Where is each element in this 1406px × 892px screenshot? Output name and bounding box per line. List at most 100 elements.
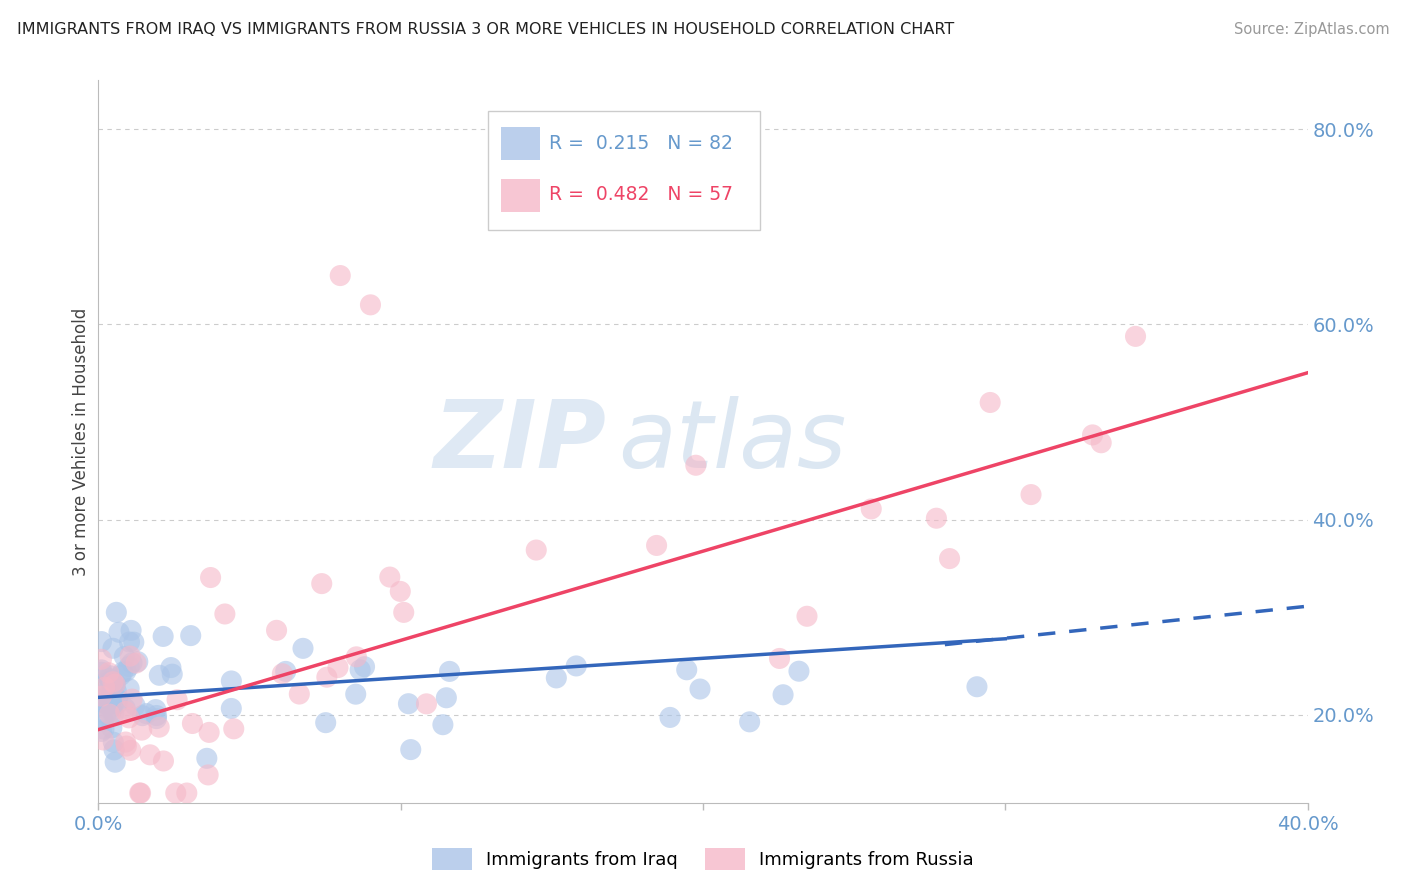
Text: atlas: atlas — [619, 396, 846, 487]
Point — [131, 723, 153, 738]
Point — [966, 680, 988, 694]
Point — [292, 641, 315, 656]
Point — [392, 606, 415, 620]
Point — [90, 692, 112, 706]
Point — [90, 724, 112, 739]
Point — [118, 659, 141, 673]
Point — [128, 786, 150, 800]
Point — [129, 786, 152, 800]
Point — [94, 690, 117, 705]
Point — [1019, 487, 1042, 501]
Point — [271, 666, 294, 681]
Point — [118, 711, 141, 725]
Point — [139, 747, 162, 762]
Point — [221, 673, 243, 688]
Point — [96, 706, 118, 721]
Point — [93, 680, 115, 694]
Point — [145, 708, 167, 723]
Point — [546, 671, 568, 685]
Point — [432, 717, 454, 731]
Point — [148, 668, 170, 682]
Point — [122, 635, 145, 649]
Point — [221, 701, 243, 715]
Point — [165, 786, 187, 800]
Point — [127, 655, 149, 669]
Point — [120, 624, 142, 638]
Point — [689, 681, 711, 696]
Point — [111, 665, 134, 680]
Point — [266, 624, 288, 638]
Point — [98, 675, 121, 690]
Point — [415, 697, 437, 711]
Point — [120, 743, 142, 757]
Point — [181, 716, 204, 731]
Point — [524, 543, 547, 558]
Point — [787, 664, 810, 678]
Point — [200, 570, 222, 584]
Point — [1081, 428, 1104, 442]
Point — [353, 659, 375, 673]
Point — [107, 692, 129, 706]
Point — [166, 692, 188, 706]
Point — [160, 660, 183, 674]
Point — [925, 511, 948, 525]
Point — [378, 570, 401, 584]
Point — [100, 704, 122, 718]
Point — [274, 665, 297, 679]
Point — [675, 663, 697, 677]
Point — [124, 698, 146, 713]
Point — [108, 625, 131, 640]
Point — [326, 660, 349, 674]
Text: R =  0.215   N = 82: R = 0.215 N = 82 — [550, 134, 734, 153]
Point — [91, 714, 114, 728]
Point — [90, 665, 112, 680]
Point — [100, 689, 122, 703]
Point — [104, 675, 127, 690]
Point — [114, 701, 136, 715]
Point — [93, 722, 115, 736]
Point — [110, 668, 132, 682]
Point — [118, 681, 141, 696]
Point — [90, 663, 112, 677]
Point — [439, 665, 461, 679]
Point — [197, 768, 219, 782]
Point — [90, 689, 112, 703]
Point — [315, 670, 337, 684]
Point — [176, 786, 198, 800]
Point — [90, 652, 112, 666]
Text: IMMIGRANTS FROM IRAQ VS IMMIGRANTS FROM RUSSIA 3 OR MORE VEHICLES IN HOUSEHOLD C: IMMIGRANTS FROM IRAQ VS IMMIGRANTS FROM … — [17, 22, 955, 37]
Point — [121, 692, 143, 706]
Point — [100, 692, 122, 706]
Point — [105, 684, 128, 698]
Point — [659, 710, 682, 724]
Point — [311, 576, 333, 591]
Point — [91, 733, 114, 747]
Point — [738, 714, 761, 729]
Point — [101, 674, 124, 689]
Point — [114, 735, 136, 749]
Point — [195, 751, 218, 765]
Point — [1125, 329, 1147, 343]
Point — [180, 629, 202, 643]
FancyBboxPatch shape — [501, 128, 540, 161]
Point — [399, 742, 422, 756]
Point — [796, 609, 818, 624]
Point — [860, 501, 883, 516]
Point — [103, 743, 125, 757]
Point — [98, 707, 121, 722]
Point — [979, 395, 1001, 409]
Point — [198, 725, 221, 739]
Point — [329, 268, 352, 283]
Point — [94, 697, 117, 711]
Point — [145, 702, 167, 716]
Point — [152, 754, 174, 768]
Point — [434, 690, 457, 705]
Point — [105, 605, 128, 619]
Text: R =  0.482   N = 57: R = 0.482 N = 57 — [550, 185, 734, 204]
Point — [104, 756, 127, 770]
Point — [120, 648, 142, 663]
Point — [645, 538, 668, 552]
Point — [103, 735, 125, 749]
Point — [96, 684, 118, 698]
Point — [162, 667, 184, 681]
